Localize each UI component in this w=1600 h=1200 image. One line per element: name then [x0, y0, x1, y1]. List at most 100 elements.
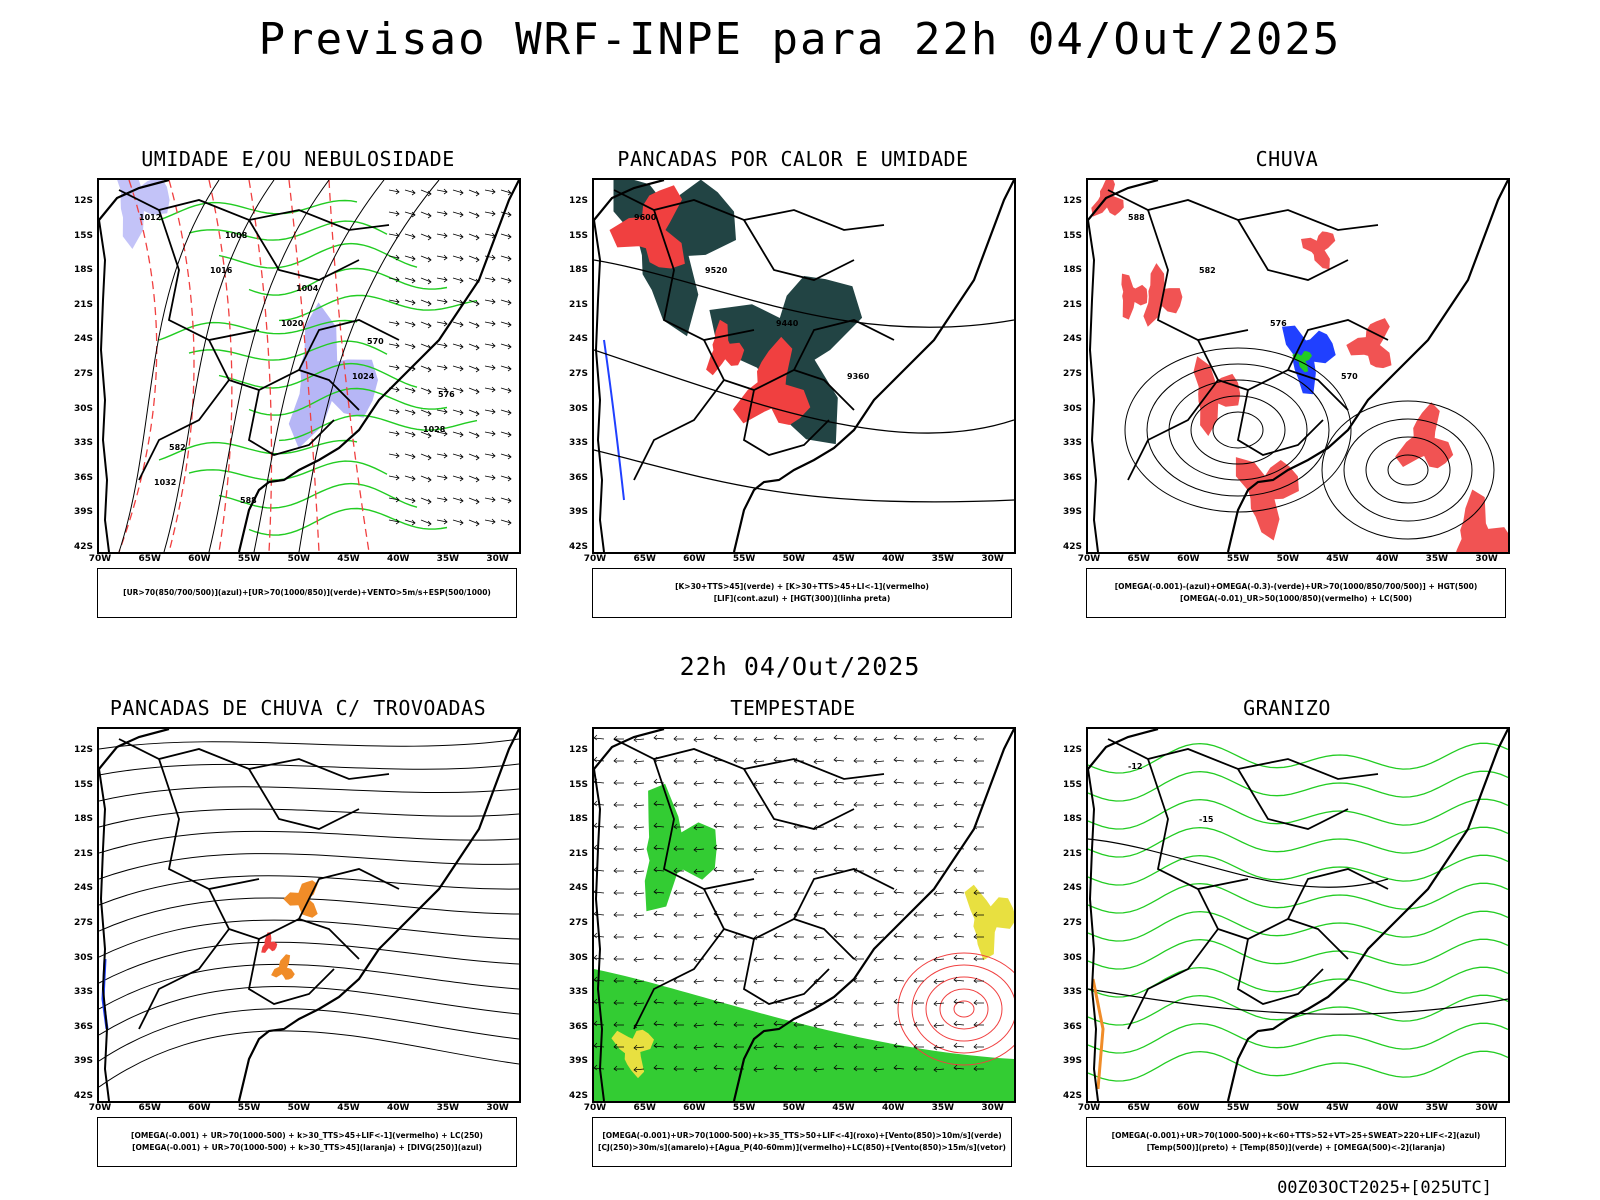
wind-vector — [693, 912, 705, 919]
panel-title: TEMPESTADE — [730, 696, 856, 720]
wind-vector — [500, 431, 512, 438]
panel-legend: [OMEGA(-0.001)+UR>70(1000-500)+k<60+TTS>… — [1086, 1117, 1506, 1167]
wind-vector — [833, 998, 845, 1005]
wind-vector — [613, 757, 624, 764]
wind-vector — [693, 934, 705, 941]
wind-vector — [753, 890, 765, 897]
wind-vector — [833, 756, 845, 763]
lc-850-contour — [925, 976, 1003, 1042]
longitude-label: 35W — [1425, 1103, 1449, 1113]
country-border — [633, 379, 725, 481]
wind-vector — [484, 408, 496, 415]
thickness-contour — [168, 180, 195, 552]
humidity-green-contour — [218, 242, 418, 269]
longitude-label: 65W — [633, 554, 656, 564]
lc-850-contour — [953, 1000, 975, 1018]
thickness-contour — [328, 180, 370, 552]
wind-vector — [452, 299, 464, 306]
latitude-label: 21S — [568, 848, 588, 859]
wind-vector — [484, 342, 496, 349]
wind-vector — [813, 868, 825, 875]
wind-vector — [673, 911, 684, 918]
wind-vector — [873, 868, 885, 875]
wind-vector — [420, 365, 432, 373]
country-border — [1197, 888, 1349, 960]
country-border — [653, 758, 755, 890]
wind-vector — [653, 844, 665, 851]
wind-vector — [388, 210, 400, 217]
thickness-contour — [248, 180, 273, 552]
wind-vector — [793, 779, 804, 786]
wind-vector — [388, 232, 400, 239]
wind-vector — [833, 976, 845, 983]
latitude-label: 30S — [1062, 403, 1082, 414]
wind-vector — [484, 496, 496, 503]
wind-vector — [773, 866, 785, 873]
legend-line: [UR>70(850/700/500)](azul)+[UR>70(1000/8… — [123, 588, 491, 597]
thickness-contour — [118, 180, 158, 552]
wind-vector — [753, 736, 765, 743]
wind-vector — [913, 735, 924, 742]
wind-vector — [873, 890, 885, 897]
wind-vector — [500, 233, 512, 240]
wind-vector — [468, 321, 480, 329]
wind-vector — [853, 933, 864, 940]
wind-vector — [420, 453, 432, 461]
wind-vector — [733, 977, 744, 984]
wind-vector — [653, 822, 665, 829]
contour-label: 1020 — [281, 319, 304, 328]
latitude-label: 15S — [1062, 230, 1082, 241]
wind-vector — [436, 430, 448, 437]
wind-vector — [733, 801, 744, 808]
wind-vector — [913, 801, 924, 808]
wind-vector — [773, 932, 785, 939]
latitude-label: 33S — [73, 438, 93, 449]
wind-vector — [468, 497, 480, 505]
wind-vector — [853, 999, 864, 1006]
humidity-green-contour — [278, 294, 478, 322]
low-pressure-contour — [1343, 418, 1473, 522]
latitude-label: 21S — [1062, 848, 1082, 859]
latitude-label: 24S — [73, 883, 93, 894]
wind-vector — [436, 386, 448, 393]
latitude-label: 33S — [568, 987, 588, 998]
wind-vector — [773, 800, 785, 807]
country-border — [703, 339, 855, 411]
longitude-label: 35W — [1425, 554, 1449, 564]
lc-850-contour — [939, 988, 989, 1030]
wind-vector — [893, 756, 905, 763]
longitude-label: 30W — [486, 554, 509, 564]
contour-label: 576 — [1270, 319, 1287, 328]
coastline-west — [99, 768, 110, 1101]
latitude-label: 36S — [1062, 472, 1082, 483]
wind-vector — [853, 911, 864, 918]
wind-vector — [873, 912, 885, 919]
wind-vector — [753, 846, 765, 853]
wind-vector — [713, 976, 725, 983]
country-border — [208, 888, 360, 960]
wind-vector — [913, 845, 924, 852]
wind-vector — [773, 976, 785, 983]
longitude-label: 60W — [188, 554, 211, 564]
panel-title: GRANIZO — [1243, 696, 1331, 720]
humidity-green-contour — [188, 220, 388, 241]
wind-vector — [420, 409, 432, 417]
streamline — [99, 763, 519, 776]
contour-label: 582 — [1199, 266, 1216, 275]
latitude-label: 21S — [568, 299, 588, 310]
wind-vector — [833, 1064, 845, 1071]
wind-vector — [693, 890, 705, 897]
wind-vector — [813, 1044, 825, 1051]
humidity-green-contour — [188, 340, 388, 361]
wind-vector — [388, 452, 400, 459]
latitude-label: 12S — [73, 196, 93, 206]
low-pressure-contour — [1365, 436, 1451, 504]
wind-vector — [388, 518, 400, 525]
map-panel — [592, 727, 1016, 1103]
latitude-label: 39S — [568, 1056, 588, 1067]
wind-vector — [404, 387, 416, 394]
wind-vector — [773, 844, 785, 851]
longitude-label: 55W — [732, 554, 756, 564]
wind-vector — [388, 298, 400, 305]
humidity-green-contour — [158, 319, 358, 341]
